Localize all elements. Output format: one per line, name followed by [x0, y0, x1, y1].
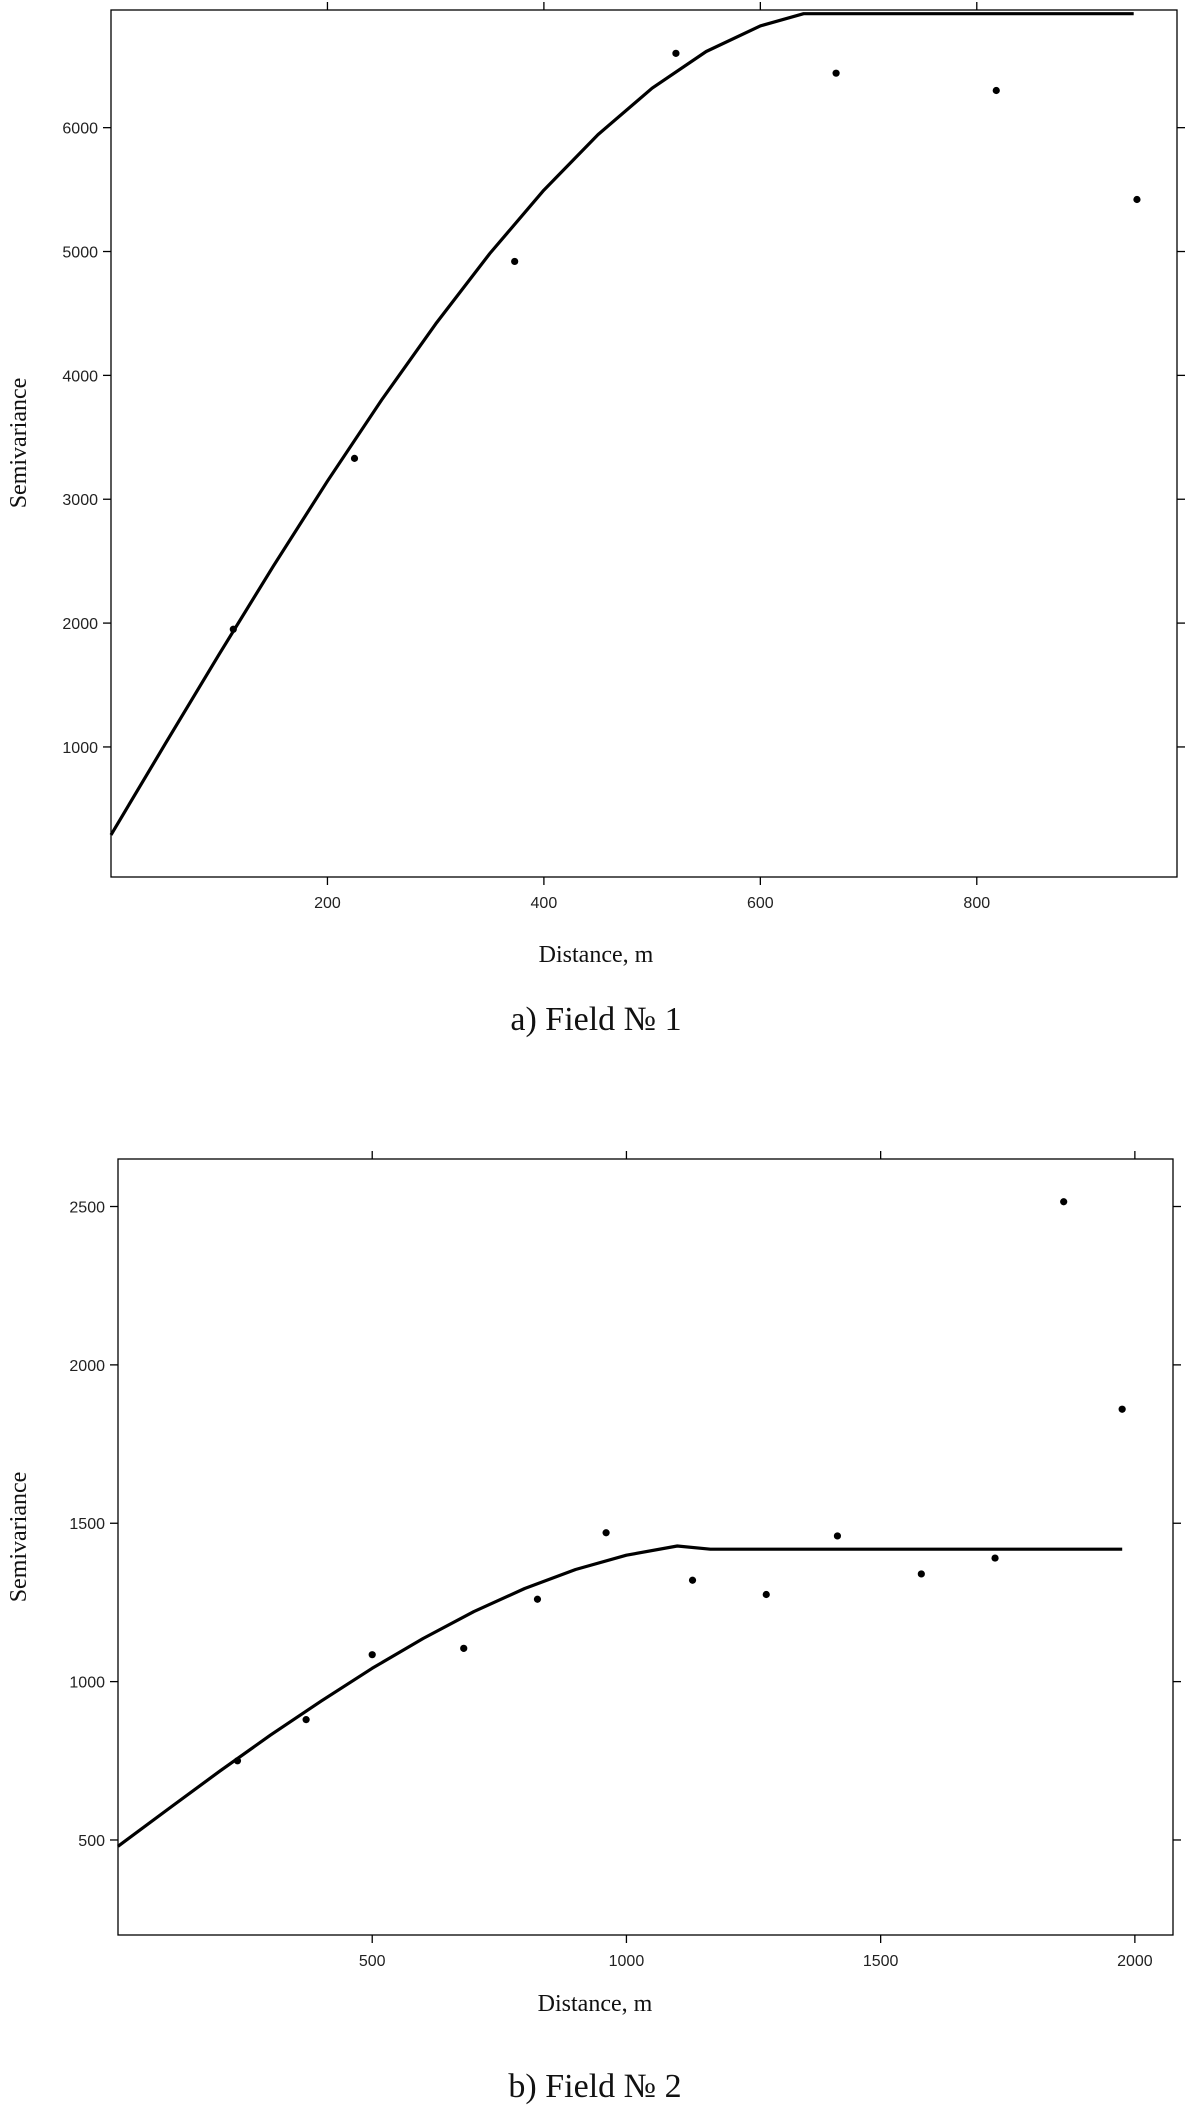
y-axis-title: Semivariance [6, 1472, 32, 1603]
y-tick-label: 1500 [69, 1516, 105, 1533]
x-tick-label: 200 [314, 895, 341, 912]
data-point [1060, 1198, 1068, 1206]
data-point [233, 1757, 242, 1765]
y-tick-label: 2500 [69, 1200, 105, 1217]
x-axis-title: Distance, m [538, 1991, 653, 2017]
data-points [229, 49, 1141, 633]
data-point [460, 1644, 468, 1652]
x-axis-tick-labels: 200 400 600 800 [314, 895, 990, 912]
x-axis-tick-labels: 500 1000 1500 2000 [359, 1953, 1153, 1970]
data-point [1133, 195, 1141, 204]
data-point [672, 49, 680, 57]
y-tick-label: 4000 [62, 368, 98, 385]
y-axis-tick-labels: 500 1000 1500 2000 2500 [69, 1200, 105, 1850]
data-point [688, 1576, 697, 1584]
data-point [302, 1716, 310, 1724]
data-point [350, 454, 359, 462]
chart-panel-field-2: 500 1000 1500 2000 500 1000 1500 2000 25… [6, 1151, 1181, 2105]
plot-frame [117, 1158, 1174, 1936]
panel-caption: b) Field № 2 [508, 2068, 681, 2105]
y-tick-label: 6000 [62, 121, 98, 138]
x-tick-label: 500 [359, 1953, 386, 1970]
data-point [992, 86, 1000, 95]
data-point [368, 1651, 376, 1659]
x-tick-label: 600 [747, 895, 774, 912]
variogram-model-line [117, 1544, 1123, 1848]
y-tick-label: 500 [78, 1833, 105, 1850]
data-point [762, 1590, 770, 1599]
x-tick-label: 1500 [863, 1953, 899, 1970]
data-point [1118, 1405, 1126, 1413]
data-point [511, 257, 519, 266]
data-point [229, 625, 237, 633]
x-tick-label: 2000 [1117, 1953, 1153, 1970]
x-axis-ticks [326, 2, 978, 885]
y-tick-label: 5000 [62, 245, 98, 262]
x-tick-label: 1000 [609, 1953, 645, 1970]
x-axis-ticks [371, 1151, 1136, 1943]
y-tick-label: 2000 [62, 616, 98, 633]
y-axis-title: Semivariance [6, 378, 32, 509]
data-point [533, 1595, 542, 1603]
y-axis-ticks [110, 1205, 1181, 1841]
y-tick-label: 1000 [62, 740, 98, 757]
data-point [917, 1570, 925, 1578]
variogram-model-line [109, 12, 1134, 836]
y-axis-ticks [103, 127, 1185, 748]
x-axis-title: Distance, m [539, 942, 654, 968]
y-tick-label: 2000 [69, 1358, 105, 1375]
y-tick-label: 3000 [62, 492, 98, 509]
y-axis-tick-labels: 1000 2000 3000 4000 5000 6000 [62, 121, 98, 757]
data-point [991, 1554, 999, 1562]
data-points [233, 1198, 1126, 1765]
panel-caption: a) Field № 1 [510, 1001, 681, 1038]
data-point [832, 69, 840, 77]
y-tick-label: 1000 [69, 1675, 105, 1692]
x-tick-label: 800 [963, 895, 990, 912]
chart-panel-field-1: 200 400 600 800 1000 2000 3000 4000 5000… [6, 2, 1185, 1038]
data-point [602, 1529, 610, 1537]
plot-frame [110, 9, 1178, 878]
data-point [833, 1532, 842, 1540]
x-tick-label: 400 [531, 895, 558, 912]
